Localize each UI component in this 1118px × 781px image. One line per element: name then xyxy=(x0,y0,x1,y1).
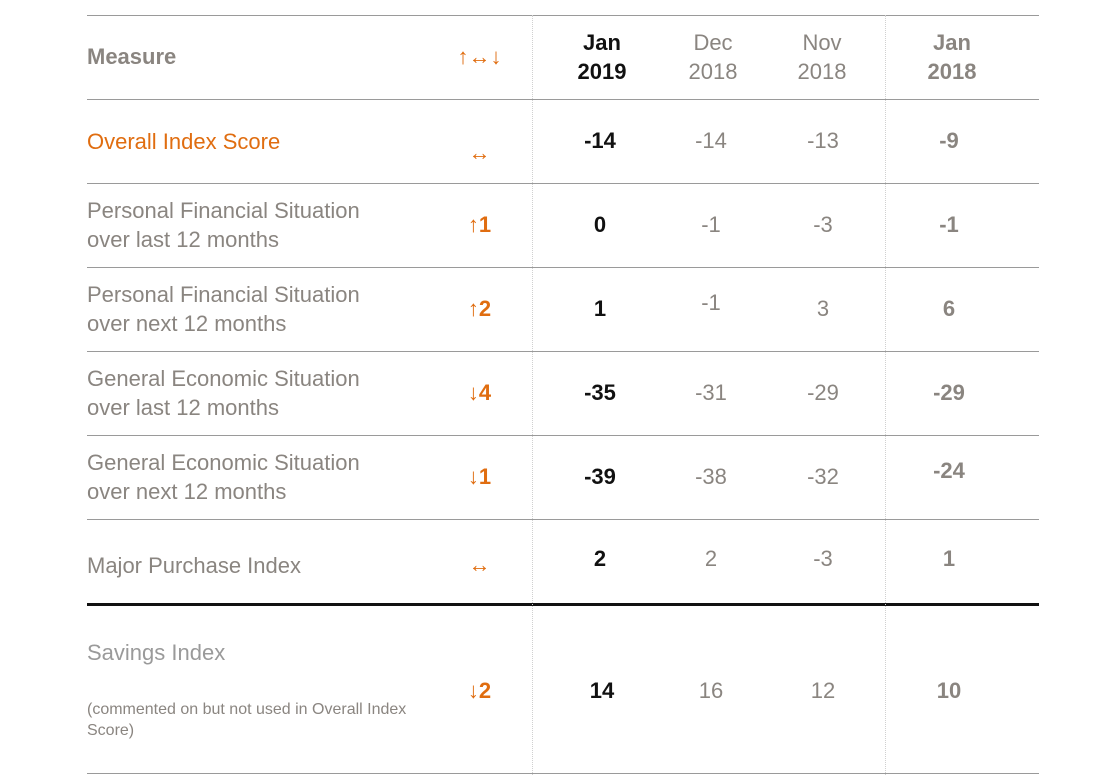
row-value-nov-2018: -13 xyxy=(807,128,839,153)
rule-bottom xyxy=(87,773,1039,774)
row-value-nov-2018: -29 xyxy=(807,380,839,405)
header-col-jan-2019: Jan 2019 xyxy=(542,19,662,95)
row-value-jan-2018: 6 xyxy=(942,296,956,321)
savings-value-nov-2018: 12 xyxy=(810,678,836,703)
row-value-nov-2018: -3 xyxy=(813,546,833,571)
header-col-month: Jan xyxy=(583,30,621,55)
row-label-line: Major Purchase Index xyxy=(87,552,301,578)
header-col-year: 2018 xyxy=(927,59,977,84)
row-label-line: Personal Financial Situation xyxy=(87,282,360,307)
rule-row-5 xyxy=(87,519,1039,520)
header-col-dec-2018: Dec 2018 xyxy=(653,19,773,95)
row-trend-pfs-next-12: ↑2 xyxy=(467,296,492,321)
row-label-line: General Economic Situation xyxy=(87,450,360,475)
row-label-ges-next-12: General Economic Situation over next 12 … xyxy=(87,435,427,519)
row-value-nov-2018: -32 xyxy=(807,464,839,489)
header-col-nov-2018: Nov 2018 xyxy=(762,19,882,95)
rule-savings-divider xyxy=(87,603,1039,606)
savings-value-jan-2019: 14 xyxy=(589,678,615,703)
row-value-jan-2019: -39 xyxy=(584,464,616,489)
header-col-year: 2018 xyxy=(688,59,738,84)
row-trend-pfs-last-12: ↑1 xyxy=(467,212,492,237)
row-label-major-purchase: Major Purchase Index xyxy=(87,523,427,607)
row-trend-ges-last-12: ↓4 xyxy=(467,380,492,405)
column-separator-yearago xyxy=(885,15,886,775)
row-label-ges-last-12: General Economic Situation over last 12 … xyxy=(87,351,427,435)
header-col-year: 2018 xyxy=(797,59,847,84)
header-trend-symbol: ↑↔↓ xyxy=(457,44,502,69)
row-trend-major-purchase: ↔ xyxy=(468,552,491,577)
row-value-jan-2019: -35 xyxy=(584,380,616,405)
row-value-jan-2018: -24 xyxy=(933,458,965,483)
row-label-line: over last 12 months xyxy=(87,227,279,252)
rule-row-1 xyxy=(87,183,1039,184)
row-value-dec-2018: -1 xyxy=(701,212,721,237)
consumer-index-table: Measure ↑↔↓ Jan 2019 Dec 2018 Nov 2018 J… xyxy=(87,15,1039,775)
header-col-jan-2018: Jan 2018 xyxy=(892,19,1012,95)
row-label-line: General Economic Situation xyxy=(87,366,360,391)
header-col-year: 2019 xyxy=(577,59,627,84)
row-label-overall-index: Overall Index Score xyxy=(87,99,427,183)
row-trend-ges-next-12: ↓1 xyxy=(467,464,492,489)
row-label-line: over last 12 months xyxy=(87,395,279,420)
row-value-jan-2018: -9 xyxy=(939,128,959,153)
row-label-line: Personal Financial Situation xyxy=(87,198,360,223)
row-value-dec-2018: -14 xyxy=(695,128,727,153)
rule-row-2 xyxy=(87,267,1039,268)
savings-value-jan-2018: 10 xyxy=(936,678,962,703)
row-value-nov-2018: 3 xyxy=(816,296,830,321)
row-value-nov-2018: -3 xyxy=(813,212,833,237)
row-label-line: Overall Index Score xyxy=(87,128,281,154)
savings-index-note: (commented on but not used in Overall In… xyxy=(87,701,407,739)
row-value-jan-2019: 0 xyxy=(593,212,607,237)
rule-row-3 xyxy=(87,351,1039,352)
row-label-pfs-next-12: Personal Financial Situation over next 1… xyxy=(87,267,427,351)
savings-value-dec-2018: 16 xyxy=(698,678,724,703)
row-trend-overall-index: ↔ xyxy=(468,140,491,165)
savings-trend: ↓2 xyxy=(467,678,492,703)
row-value-jan-2019: 1 xyxy=(593,296,607,321)
row-value-jan-2019: 2 xyxy=(593,546,607,571)
row-value-dec-2018: -38 xyxy=(695,464,727,489)
row-value-jan-2018: -1 xyxy=(939,212,959,237)
row-value-dec-2018: -31 xyxy=(695,380,727,405)
row-value-dec-2018: 2 xyxy=(704,546,718,571)
header-measure: Measure xyxy=(87,44,177,69)
row-label-pfs-last-12: Personal Financial Situation over last 1… xyxy=(87,183,427,267)
row-value-jan-2018: -29 xyxy=(933,380,965,405)
header-col-month: Dec xyxy=(693,30,733,55)
rule-header xyxy=(87,99,1039,100)
row-label-line: over next 12 months xyxy=(87,311,287,336)
rule-top xyxy=(87,15,1039,16)
column-separator-current xyxy=(532,15,533,775)
header-col-month: Nov xyxy=(802,30,842,55)
rule-row-4 xyxy=(87,435,1039,436)
row-label-line: over next 12 months xyxy=(87,479,287,504)
row-value-jan-2018: 1 xyxy=(942,546,956,571)
row-value-jan-2019: -14 xyxy=(584,128,616,153)
row-value-dec-2018: -1 xyxy=(701,290,721,315)
header-col-month: Jan xyxy=(933,30,971,55)
savings-index-label: Savings Index xyxy=(87,640,226,665)
